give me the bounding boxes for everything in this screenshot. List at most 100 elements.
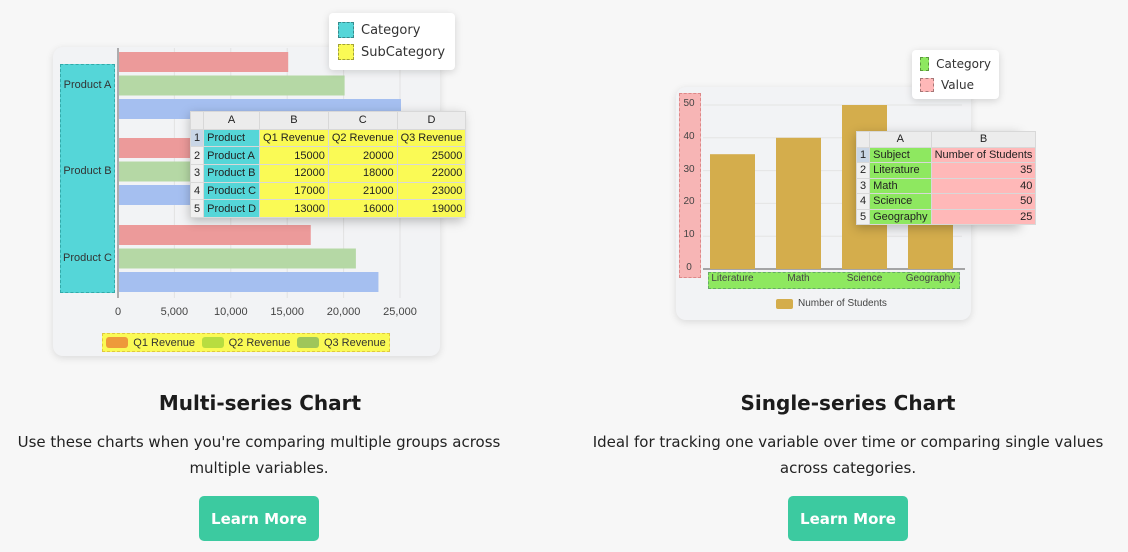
row-header[interactable]: 4 <box>855 193 871 210</box>
cell[interactable]: Literature <box>869 162 932 179</box>
cell[interactable]: Product <box>203 128 261 148</box>
y-tick-label: 40 <box>683 130 695 142</box>
bar-q2-revenue <box>119 75 345 96</box>
row-header[interactable]: 1 <box>855 146 871 163</box>
row-header[interactable]: 2 <box>855 162 871 179</box>
cell[interactable]: 19000 <box>396 199 467 218</box>
legend-swatch <box>201 337 224 348</box>
legend-item: Q2 Revenue <box>201 336 291 349</box>
legend-swatch <box>776 298 793 309</box>
x-tick-label: Math <box>787 273 810 284</box>
cell[interactable]: Q3 Revenue <box>396 128 467 148</box>
chart-legend: Number of Students <box>776 298 887 309</box>
legend-label: Q2 Revenue <box>228 336 291 349</box>
y-tick-label: 10 <box>683 229 695 241</box>
multi-series-learn-more-button[interactable]: Learn More <box>199 496 319 541</box>
x-tick-label: 20,000 <box>326 306 361 318</box>
category-label: Product A <box>63 79 112 91</box>
cell[interactable]: 23000 <box>396 181 467 201</box>
multi-series-description-1: Use these charts when you're comparing m… <box>17 433 501 451</box>
cell[interactable]: 25 <box>930 208 1037 225</box>
x-tick-label: Geography <box>905 273 956 284</box>
bar-q1-revenue <box>119 52 289 72</box>
legend-subcategory: SubCategory <box>361 44 446 60</box>
column-header[interactable]: B <box>930 131 1037 148</box>
cell[interactable]: Math <box>869 177 932 194</box>
cell[interactable]: 12000 <box>259 163 329 183</box>
legend-label: Number of Students <box>798 298 887 309</box>
legend-category: Category <box>936 56 991 71</box>
cell[interactable]: 15000 <box>259 146 329 165</box>
x-tick-label: Literature <box>711 273 754 284</box>
category-label: Product B <box>63 165 112 177</box>
cell[interactable]: 35 <box>930 162 1037 179</box>
legend-item: Q1 Revenue <box>106 337 195 349</box>
x-tick-label: 15,000 <box>270 306 305 318</box>
single-series-learn-more-button[interactable]: Learn More <box>788 496 908 541</box>
cell[interactable]: 18000 <box>327 163 398 183</box>
cell[interactable]: 17000 <box>259 181 329 201</box>
cell[interactable]: Number of Students <box>930 146 1037 163</box>
row-header[interactable]: 3 <box>855 177 871 194</box>
legend-category: Category <box>361 22 421 38</box>
bar-q2-revenue <box>119 248 356 269</box>
bar <box>710 154 755 269</box>
column-header[interactable]: A <box>869 131 932 148</box>
legend-swatch <box>296 337 319 348</box>
subcategory-swatch <box>338 44 354 60</box>
x-tick-label: 10,000 <box>213 306 248 318</box>
single-series-spreadsheet: A B 1 Subject Number of Students 2 Literature 3… <box>855 131 1037 225</box>
highlight-legend: Category SubCategory <box>329 13 455 70</box>
column-header[interactable]: A <box>203 111 261 130</box>
multi-series-spreadsheet: A B C D 1 Product Q1 Revenue Q2 Revenue Q3 Reven… <box>189 111 467 218</box>
cell[interactable]: Product C <box>203 181 261 201</box>
multi-series-description-2: multiple variables. <box>189 459 329 477</box>
single-series-description-1: Ideal for tracking one variable over tim… <box>592 433 1104 451</box>
x-tick-label: 25,000 <box>383 306 417 318</box>
column-header[interactable]: B <box>259 111 329 130</box>
cell[interactable]: Science <box>869 193 932 210</box>
legend-label: Q3 Revenue <box>323 336 386 349</box>
single-series-title: Single-series Chart <box>740 391 956 415</box>
cell[interactable]: 22000 <box>396 163 467 183</box>
corner-cell[interactable] <box>189 111 205 130</box>
y-tick-label: 50 <box>683 98 695 109</box>
cell[interactable]: Product B <box>203 163 261 183</box>
cell[interactable]: 40 <box>930 177 1037 194</box>
category-axis-highlight <box>708 272 960 289</box>
legend-item: Q3 Revenue <box>296 336 386 349</box>
highlight-legend: Category Value <box>912 50 999 99</box>
chart-legend: Q1 Revenue Q2 Revenue Q3 Revenue <box>102 333 390 352</box>
cell[interactable]: Q1 Revenue <box>259 128 329 148</box>
y-tick-label: 30 <box>683 163 695 175</box>
corner-cell[interactable] <box>855 131 871 148</box>
cell[interactable]: 13000 <box>259 199 329 218</box>
row-header[interactable]: 5 <box>855 208 871 225</box>
x-tick-label: 5,000 <box>160 306 189 318</box>
single-series-description-2: across categories. <box>779 459 917 477</box>
legend-swatch <box>106 337 129 348</box>
legend-value: Value <box>941 77 974 92</box>
column-header[interactable]: C <box>327 111 398 130</box>
cell[interactable]: 50 <box>930 193 1037 210</box>
cell[interactable]: Subject <box>869 146 932 163</box>
cell[interactable]: 20000 <box>327 146 398 165</box>
bar-q3-revenue <box>119 272 379 292</box>
row-header[interactable]: 5 <box>189 199 205 218</box>
category-swatch <box>338 22 354 38</box>
x-tick-label: 0 <box>114 306 122 318</box>
cell[interactable]: 16000 <box>327 199 398 218</box>
row-header[interactable]: 2 <box>189 146 205 165</box>
cell[interactable]: Geography <box>869 208 932 225</box>
y-tick-label: 20 <box>683 196 695 208</box>
cell[interactable]: Product D <box>203 199 261 218</box>
y-tick-label: 0 <box>686 262 692 273</box>
bar <box>776 137 821 269</box>
category-highlight <box>60 64 115 293</box>
category-swatch <box>920 56 930 71</box>
x-tick-label: Science <box>846 273 883 284</box>
value-swatch <box>920 77 934 92</box>
multi-series-title: Multi-series Chart <box>158 391 362 415</box>
legend-label: Q1 Revenue <box>133 336 196 349</box>
category-label: Product C <box>63 252 112 264</box>
